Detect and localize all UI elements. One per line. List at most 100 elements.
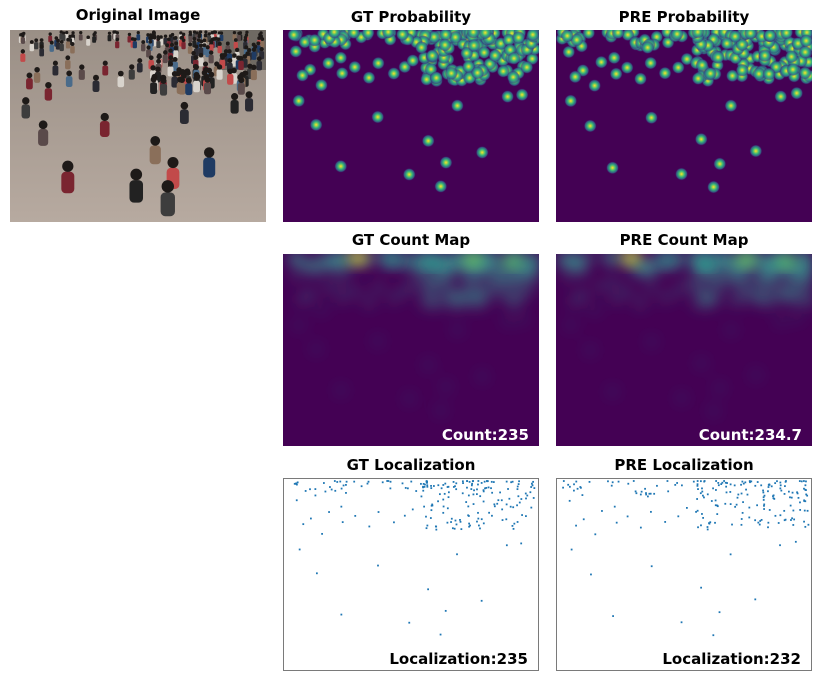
localization-point [345,483,347,486]
localization-point [714,499,717,502]
localization-point [490,480,493,483]
person-head [93,74,99,81]
person-body [136,34,141,41]
density-spot [569,294,582,307]
localization-point [717,482,720,484]
person-head [20,49,26,54]
localization-point [664,521,667,523]
localization-point [724,481,727,484]
person-head [181,38,186,43]
localization-point [459,520,462,523]
probability-blob [695,58,709,72]
localization-point [803,480,805,482]
localization-point [477,480,480,482]
person-body [65,41,71,49]
density-spot [659,291,672,304]
person-body [70,45,75,54]
probability-blob [448,30,462,44]
person-body [65,76,73,88]
localization-point [789,504,792,507]
person-body [59,43,64,52]
localization-point [803,487,805,490]
localization-point [708,522,710,525]
person-body [179,109,189,125]
density-spot [695,357,708,370]
person-head [179,36,183,40]
localization-point [472,503,475,505]
person-head [257,36,261,40]
localization-point [706,493,709,496]
person-head [245,30,249,34]
localization-point [791,491,794,494]
density-spot [439,254,452,265]
probability-blob [641,41,655,55]
localization-point [805,493,808,496]
localization-point [477,483,479,486]
person-body [193,80,201,93]
localization-point [341,521,344,524]
localization-point [777,522,780,524]
localization-point [650,510,652,513]
density-spot [415,265,428,278]
localization-point [611,481,614,484]
localization-point [725,491,728,494]
localization-point [295,483,298,485]
localization-point [521,514,523,516]
person-body [61,34,66,41]
person-body [92,80,100,93]
person-head [86,35,90,40]
person-head [202,38,207,43]
localization-point [520,498,523,500]
density-hotspot [621,254,641,264]
probability-blob [362,71,376,85]
localization-point [640,490,643,493]
localization-point [480,482,483,484]
localization-point [484,487,486,490]
localization-point [729,553,732,556]
localization-point [710,500,713,502]
localization-point [568,485,571,488]
localization-point [756,504,758,507]
person-head [178,76,186,84]
gt-probability-map [283,30,539,222]
person-head [130,168,143,181]
localization-point [695,510,697,513]
localization-point [680,621,683,624]
localization-point [529,491,532,494]
person-head [150,76,157,83]
localization-point [607,480,609,483]
localization-point [718,611,721,614]
localization-point [467,514,470,517]
localization-point [803,520,805,523]
probability-blob [471,66,485,80]
density-spot [315,303,328,316]
person-head [65,55,71,61]
localization-point [615,521,618,524]
person-body [203,157,216,178]
localization-point [468,480,471,483]
person-head [167,157,179,169]
person-head [146,33,150,37]
localization-point [735,503,738,506]
localization-point [440,487,443,490]
density-spot [445,291,458,304]
localization-point [377,564,379,567]
person-head [160,77,167,84]
localization-point [568,499,571,502]
localization-point [435,528,438,531]
person-head [191,50,196,56]
density-spot [387,291,400,304]
localization-point [791,517,793,520]
probability-blob [434,179,448,193]
probability-blob [620,61,634,75]
density-spot [289,269,302,282]
localization-point [804,500,807,503]
localization-point [800,480,803,483]
density-spot [790,311,803,324]
person-head [148,55,154,61]
localization-point [330,488,333,491]
density-spot [692,296,705,309]
person-body [260,40,265,48]
localization-point [702,516,705,519]
gt-count-map-title: GT Count Map [351,231,471,249]
